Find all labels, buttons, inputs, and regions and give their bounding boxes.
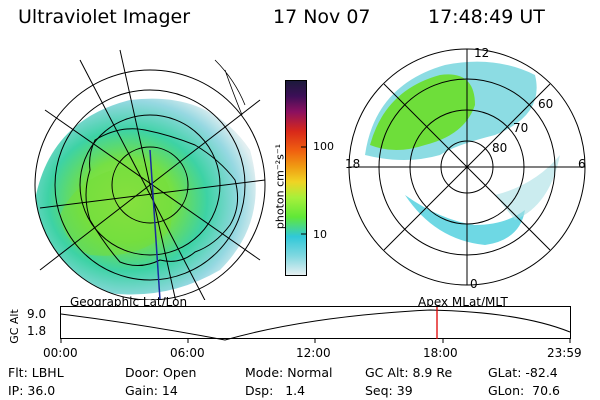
mlt-label-18: 18 (345, 157, 361, 171)
date-label: 17 Nov 07 (273, 6, 371, 28)
gain-info: Gain: 14 (125, 383, 178, 398)
mlat-label-70: 70 (513, 121, 529, 135)
time-label: 17:48:49 UT (428, 6, 545, 28)
colorbar-unit: photon cm⁻²s⁻¹ (273, 143, 287, 230)
altitude-ylabel: GC Alt (7, 309, 21, 344)
colorbar-tick-100: 100 (313, 140, 334, 153)
glat-info: GLat: -82.4 (488, 365, 558, 380)
instrument-title: Ultraviolet Imager (18, 6, 191, 28)
altitude-xtick-0000: 00:00 (43, 346, 78, 360)
mlat-label-60: 60 (538, 97, 554, 111)
geographic-map (34, 49, 266, 300)
apex-label: Apex MLat/MLT (418, 295, 508, 309)
mlt-label-0: 0 (470, 277, 478, 291)
seq-info: Seq: 39 (365, 383, 413, 398)
filter-info: Flt: LBHL (8, 365, 64, 380)
altitude-xtick-0600: 06:00 (170, 346, 205, 360)
mode-info: Mode: Normal (245, 365, 333, 380)
colorbar (285, 80, 307, 276)
altitude-xtick-1200: 12:00 (296, 346, 331, 360)
altitude-plot (60, 306, 571, 343)
mlt-label-6: 6 (578, 157, 586, 171)
mlt-label-12: 12 (474, 46, 490, 60)
altitude-xtick-2359: 23:59 (547, 346, 582, 360)
geographic-label: Geographic Lat/Lon (70, 295, 188, 309)
glon-info: GLon: 70.6 (488, 383, 560, 398)
polar-map (348, 48, 586, 286)
gc-alt-info: GC Alt: 8.9 Re (365, 365, 453, 380)
door-info: Door: Open (125, 365, 197, 380)
mlat-label-80: 80 (492, 141, 508, 155)
dsp-info: Dsp: 1.4 (245, 383, 306, 398)
altitude-ytick-low: 1.8 (27, 324, 47, 338)
altitude-ytick-high: 9.0 (27, 307, 47, 321)
altitude-xtick-1800: 18:00 (423, 346, 458, 360)
ip-info: IP: 36.0 (8, 383, 56, 398)
colorbar-tick-10: 10 (313, 228, 327, 241)
